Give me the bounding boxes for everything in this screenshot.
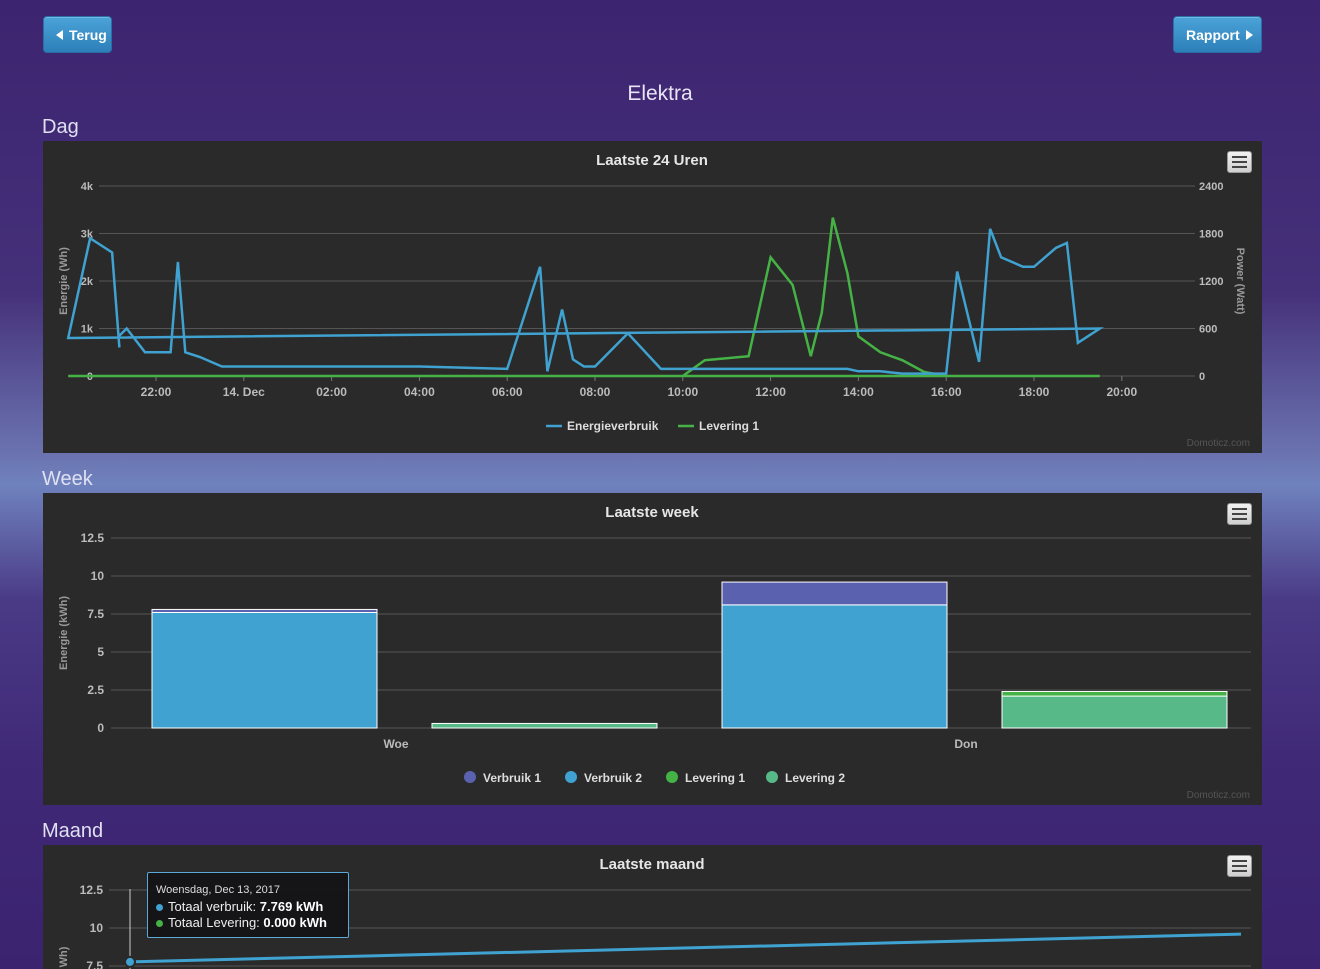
legend-item-verbruik-1[interactable]: Verbruik 1 bbox=[464, 771, 541, 785]
legend-label-verbruik-2: Verbruik 2 bbox=[584, 771, 642, 785]
x-tick-label: 10:00 bbox=[667, 385, 698, 399]
x-tick-label: 04:00 bbox=[404, 385, 435, 399]
y-tick-label: 12.5 bbox=[81, 531, 105, 545]
day-chart-panel: Laatste 24 Uren 0 1k 2k 3k 4k 0 600 1200 1800 24… bbox=[43, 141, 1262, 453]
back-button-label: Terug bbox=[69, 26, 107, 43]
bar-verbruik-1[interactable] bbox=[151, 608, 378, 613]
legend-label-verbruik-1: Verbruik 1 bbox=[483, 771, 541, 785]
x-tick-label: 14. Dec bbox=[223, 385, 265, 399]
x-tick-label: 22:00 bbox=[141, 385, 172, 399]
month-chart: Laatste maand 7.5 10 12.5 Wh) bbox=[58, 856, 1251, 969]
hover-point[interactable] bbox=[124, 955, 136, 968]
legend-item-levering-1[interactable]: Levering 1 bbox=[666, 771, 745, 785]
tooltip-label-levering: Totaal Levering: bbox=[168, 915, 260, 930]
month-chart-menu-button[interactable] bbox=[1227, 855, 1252, 877]
page-title: Elektra bbox=[627, 82, 693, 105]
legend-label-energieverbruik: Energieverbruik bbox=[567, 419, 659, 433]
y-tick-label-left: 2k bbox=[81, 276, 94, 288]
y-tick-label: 10 bbox=[91, 569, 105, 583]
y-tick-label: 0 bbox=[97, 721, 104, 735]
x-tick-label: Woe bbox=[383, 737, 408, 751]
x-tick-label: 08:00 bbox=[580, 385, 611, 399]
legend-item-levering-1[interactable]: Levering 1 bbox=[678, 419, 759, 433]
day-chart-menu-button[interactable] bbox=[1227, 151, 1252, 173]
arrow-right-icon bbox=[1245, 29, 1253, 40]
week-ylabel: Energie (kWh) bbox=[58, 596, 70, 670]
y-tick-label-left: 4k bbox=[81, 181, 94, 193]
bar-verbruik-1[interactable] bbox=[721, 581, 948, 606]
dot-icon bbox=[156, 904, 163, 911]
day-ylabel-right: Power (Watt) bbox=[1234, 248, 1246, 315]
tooltip-value-verbruik: 7.769 kWh bbox=[259, 899, 324, 914]
arrow-left-icon bbox=[56, 29, 63, 40]
y-tick-label: 7.5 bbox=[87, 607, 104, 621]
tooltip-label-verbruik: Totaal verbruik: bbox=[168, 899, 257, 914]
bar-levering-1[interactable] bbox=[1001, 691, 1228, 697]
x-tick-label: 12:00 bbox=[755, 385, 786, 399]
y-tick-label: 10 bbox=[90, 921, 104, 935]
legend-label-levering-1-week: Levering 1 bbox=[685, 771, 745, 785]
series-line-energieverbruik bbox=[66, 228, 1105, 375]
tooltip-date: Woensdag, Dec 13, 2017 bbox=[156, 884, 280, 896]
legend-item-verbruik-2[interactable]: Verbruik 2 bbox=[565, 771, 642, 785]
tooltip-row-verbruik: Totaal verbruik: 7.769 kWh bbox=[156, 899, 340, 915]
y-tick-label: 5 bbox=[97, 645, 104, 659]
back-button[interactable]: Terug bbox=[43, 16, 112, 53]
dot-icon bbox=[156, 920, 163, 927]
section-label-month: Maand bbox=[42, 820, 104, 842]
tooltip-value-levering: 0.000 kWh bbox=[263, 915, 327, 930]
y-tick-label: 2.5 bbox=[87, 683, 104, 697]
week-chart-title: Laatste week bbox=[605, 504, 699, 521]
x-tick-label: 18:00 bbox=[1019, 385, 1050, 399]
legend-item-energieverbruik[interactable]: Energieverbruik bbox=[546, 419, 659, 433]
x-tick-label: 02:00 bbox=[316, 385, 347, 399]
section-label-week: Week bbox=[42, 468, 93, 490]
x-tick-label: 06:00 bbox=[492, 385, 523, 399]
x-tick-label: 20:00 bbox=[1106, 385, 1137, 399]
legend-label-levering-1: Levering 1 bbox=[699, 419, 759, 433]
section-label-day: Dag bbox=[42, 116, 79, 138]
bar-verbruik-2[interactable] bbox=[721, 604, 948, 729]
bar-levering-2[interactable] bbox=[1001, 695, 1228, 729]
y-tick-label-right: 1200 bbox=[1199, 276, 1223, 288]
y-tick-label-right: 1800 bbox=[1199, 229, 1223, 241]
y-tick-label-left: 1k bbox=[81, 324, 94, 336]
y-tick-label: 7.5 bbox=[86, 959, 103, 969]
credit-link[interactable]: Domoticz.com bbox=[1186, 438, 1250, 449]
series-line-levering-1 bbox=[68, 217, 1100, 378]
legend-label-levering-2: Levering 2 bbox=[785, 771, 845, 785]
legend-item-levering-2[interactable]: Levering 2 bbox=[766, 771, 845, 785]
x-tick-label: 14:00 bbox=[843, 385, 874, 399]
chart-tooltip: Woensdag, Dec 13, 2017 Totaal verbruik: … bbox=[147, 872, 349, 938]
y-tick-label-right: 0 bbox=[1199, 371, 1205, 383]
bar-verbruik-2[interactable] bbox=[151, 611, 378, 729]
bar-levering-2[interactable] bbox=[431, 722, 658, 729]
tooltip-row-levering: Totaal Levering: 0.000 kWh bbox=[156, 915, 340, 931]
week-chart-panel: Laatste week 0 2.5 5 7.5 10 12.5 Woe Don Energ… bbox=[43, 493, 1262, 805]
y-tick-label-right: 2400 bbox=[1199, 181, 1223, 193]
week-chart-menu-button[interactable] bbox=[1227, 503, 1252, 525]
week-chart: Laatste week 0 2.5 5 7.5 10 12.5 Woe Don Energ… bbox=[58, 504, 1251, 785]
x-tick-label: Don bbox=[954, 737, 977, 751]
day-legend: Energieverbruik Levering 1 bbox=[546, 419, 759, 433]
report-button[interactable]: Rapport bbox=[1173, 16, 1262, 53]
series-line-totaal-verbruik bbox=[129, 932, 1242, 964]
month-chart-title: Laatste maand bbox=[599, 856, 704, 873]
y-tick-label: 12.5 bbox=[80, 883, 104, 897]
credit-link[interactable]: Domoticz.com bbox=[1186, 790, 1250, 801]
report-button-label: Rapport bbox=[1186, 26, 1240, 43]
week-legend: Verbruik 1 Verbruik 2 Levering 1 Leverin… bbox=[464, 771, 845, 785]
day-ylabel-left: Energie (Wh) bbox=[58, 247, 70, 315]
x-tick-label: 16:00 bbox=[931, 385, 962, 399]
day-chart-title: Laatste 24 Uren bbox=[596, 152, 708, 169]
y-tick-label-right: 600 bbox=[1199, 324, 1217, 336]
month-ylabel: Wh) bbox=[58, 946, 70, 967]
